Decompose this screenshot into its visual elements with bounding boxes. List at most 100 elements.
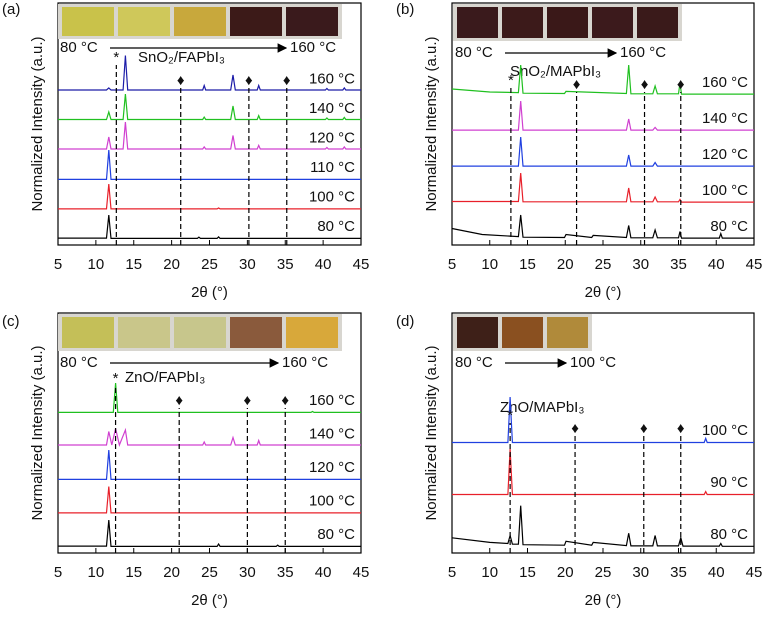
sample-photo <box>457 7 498 38</box>
reference-marker: * <box>113 370 119 387</box>
x-tick-label: 40 <box>708 256 725 273</box>
sample-photo <box>230 7 282 36</box>
trace-label: 120 °C <box>702 146 748 163</box>
sample-photo <box>637 7 678 38</box>
photo-label: 160 °C <box>620 44 666 61</box>
sample-photo <box>62 7 114 36</box>
x-tick-label: 30 <box>239 564 256 581</box>
trace <box>452 448 754 496</box>
trace <box>58 93 361 121</box>
reference-marker: ♦ <box>283 72 291 89</box>
trace <box>58 55 361 91</box>
sample-photo <box>502 7 543 38</box>
x-axis-label: 2θ (°) <box>191 284 228 301</box>
trace <box>58 149 361 180</box>
y-axis-label: Normalized Intensity (a.u.) <box>423 345 440 520</box>
reference-marker: ♦ <box>640 420 648 437</box>
trace <box>452 100 754 131</box>
sample-photo <box>286 317 338 348</box>
trace <box>58 449 361 480</box>
x-axis-label: 2θ (°) <box>585 284 622 301</box>
trace <box>58 519 361 547</box>
reference-marker: ♦ <box>573 76 581 93</box>
x-tick-label: 25 <box>201 256 218 273</box>
x-tick-label: 15 <box>125 564 142 581</box>
trace <box>58 183 361 210</box>
x-axis-label: 2θ (°) <box>585 592 622 609</box>
trace <box>452 396 754 444</box>
sample-photo <box>592 7 633 38</box>
reference-marker: ♦ <box>641 76 649 93</box>
sample-photo <box>62 317 114 348</box>
y-axis-label: Normalized Intensity (a.u.) <box>29 36 46 211</box>
trace <box>58 427 361 448</box>
photo-label: 80 °C <box>455 44 493 61</box>
reference-marker: ♦ <box>245 72 253 89</box>
x-tick-label: 45 <box>353 564 370 581</box>
panel-label: (c) <box>2 313 20 330</box>
trace <box>451 505 754 547</box>
reference-marker: * <box>508 72 514 89</box>
x-tick-label: 10 <box>88 564 105 581</box>
reference-marker: ♦ <box>244 392 252 409</box>
sample-title: ZnO/MAPbI₃ <box>500 399 584 416</box>
x-tick-label: 25 <box>595 256 612 273</box>
trace-label: 110 °C <box>310 159 355 176</box>
x-tick-label: 30 <box>239 256 256 273</box>
trace-label: 140 °C <box>702 110 748 127</box>
sample-photo <box>118 7 170 36</box>
x-tick-label: 5 <box>448 564 456 581</box>
x-tick-label: 15 <box>125 256 142 273</box>
trace-label: 90 °C <box>710 474 748 491</box>
x-tick-label: 45 <box>353 256 370 273</box>
trace-label: 80 °C <box>317 218 355 235</box>
reference-marker: ♦ <box>677 420 685 437</box>
trace <box>451 214 754 239</box>
photo-label: 80 °C <box>455 354 493 371</box>
x-tick-label: 5 <box>448 256 456 273</box>
sample-title: SnO₂/MAPbI₃ <box>510 63 601 80</box>
photo-label: 80 °C <box>60 354 98 371</box>
sample-title: SnO₂/FAPbI₃ <box>138 49 225 66</box>
trace <box>58 382 361 413</box>
sample-photo <box>174 7 226 36</box>
sample-photo <box>547 317 588 348</box>
trace-label: 120 °C <box>309 459 355 476</box>
panel-label: (a) <box>2 1 20 18</box>
reference-marker: * <box>113 49 119 66</box>
trace <box>58 214 361 239</box>
trace-label: 100 °C <box>702 182 748 199</box>
sample-photo <box>502 317 543 348</box>
trace-label: 80 °C <box>317 526 355 543</box>
x-tick-label: 40 <box>315 256 332 273</box>
x-tick-label: 20 <box>163 564 180 581</box>
x-tick-label: 35 <box>277 256 294 273</box>
trace <box>58 121 361 150</box>
x-tick-label: 30 <box>632 564 649 581</box>
x-tick-label: 35 <box>670 564 687 581</box>
x-tick-label: 5 <box>54 256 62 273</box>
trace-label: 80 °C <box>710 218 748 235</box>
x-axis-label: 2θ (°) <box>191 592 228 609</box>
x-tick-label: 10 <box>481 564 498 581</box>
trace-label: 100 °C <box>309 188 355 205</box>
x-tick-label: 35 <box>670 256 687 273</box>
x-tick-label: 45 <box>746 256 763 273</box>
sample-photo <box>457 317 498 348</box>
x-tick-label: 35 <box>277 564 294 581</box>
x-tick-label: 20 <box>557 256 574 273</box>
panel-label: (d) <box>396 313 414 330</box>
trace-label: 160 °C <box>702 74 748 91</box>
sample-photo <box>230 317 282 348</box>
y-axis-label: Normalized Intensity (a.u.) <box>423 36 440 211</box>
reference-marker: ♦ <box>281 392 289 409</box>
trace-label: 160 °C <box>309 70 355 87</box>
photo-label: 100 °C <box>570 354 616 371</box>
trace <box>451 64 754 95</box>
x-tick-label: 10 <box>481 256 498 273</box>
photo-label: 160 °C <box>290 39 336 56</box>
x-tick-label: 25 <box>201 564 218 581</box>
panel-label: (b) <box>396 1 414 18</box>
y-axis-label: Normalized Intensity (a.u.) <box>29 345 46 520</box>
x-tick-label: 5 <box>54 564 62 581</box>
